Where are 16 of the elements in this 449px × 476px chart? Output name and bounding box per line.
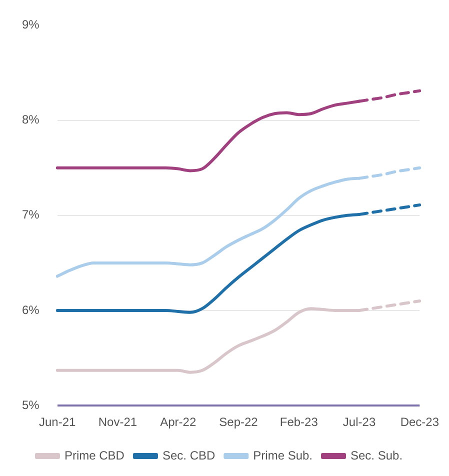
y-tick-label: 8% <box>22 112 40 127</box>
x-tick-label: Apr-22 <box>160 415 196 430</box>
y-tick-label: 6% <box>22 302 40 317</box>
x-tick-label: Nov-21 <box>98 415 138 430</box>
y-tick-label: 5% <box>22 398 40 412</box>
y-tick-label: 7% <box>22 208 40 222</box>
x-tick-label: Sep-22 <box>219 415 258 430</box>
x-tick-label: Jul-23 <box>342 415 376 430</box>
x-tick-label: Jun-21 <box>38 415 76 430</box>
x-tick-label: Feb-23 <box>280 415 318 430</box>
x-tick-label: Dec-23 <box>400 415 440 430</box>
legend-label: Sec. CBD <box>162 448 216 462</box>
legend-label: Prime CBD <box>64 448 125 462</box>
legend-label: Sec. Sub. <box>350 448 403 462</box>
legend-label: Prime Sub. <box>253 448 313 462</box>
y-tick-label: 9% <box>22 18 40 32</box>
